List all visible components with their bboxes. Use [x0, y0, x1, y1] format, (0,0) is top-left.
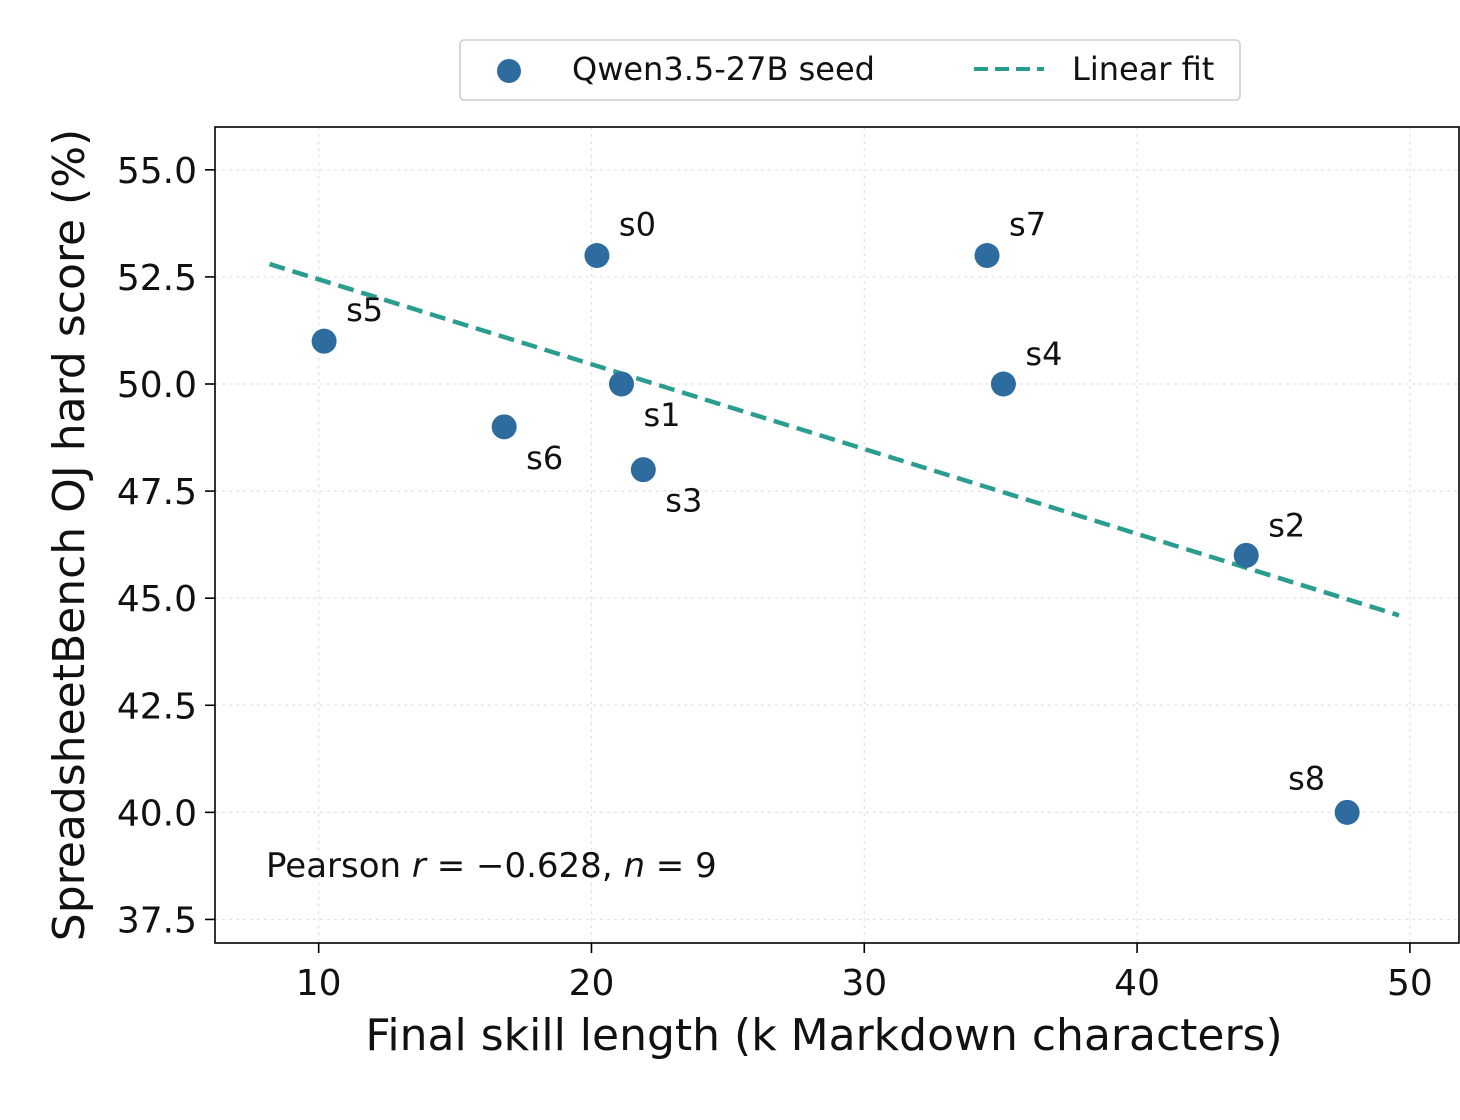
x-tick-label: 20: [569, 963, 615, 1004]
pearson-annotation: Pearson r = −0.628, n = 9: [266, 846, 717, 886]
y-tick-label: 42.5: [117, 686, 197, 727]
y-tick-label: 40.0: [117, 793, 197, 834]
x-tick-label: 30: [841, 963, 887, 1004]
y-tick-label: 47.5: [117, 472, 197, 513]
data-point-s7: [974, 243, 1000, 269]
x-tick-label: 40: [1114, 963, 1160, 1004]
fit-line-layer: [268, 261, 1400, 618]
y-tick-label: 45.0: [117, 579, 197, 620]
point-label-s7: s7: [1009, 206, 1046, 244]
x-axis-title: Final skill length (k Markdown character…: [365, 1010, 1282, 1061]
point-label-s2: s2: [1268, 506, 1305, 544]
point-label-s1: s1: [643, 396, 680, 434]
plot-frame: [214, 126, 1460, 944]
annotation-prefix: Pearson: [266, 846, 412, 886]
point-label-s0: s0: [619, 206, 656, 244]
annotation-n-value: = 9: [645, 846, 717, 886]
point-labels: s0 s1 s2 s3 s4 s5 s6 s7 s8: [346, 206, 1325, 798]
data-point-s4: [990, 371, 1016, 397]
x-tick-label: 10: [296, 963, 342, 1004]
data-point-s0: [584, 243, 610, 269]
data-point-s6: [491, 414, 517, 440]
y-tick-label: 52.5: [117, 258, 197, 299]
y-tick-label: 50.0: [117, 365, 197, 406]
legend-label-scatter: Qwen3.5-27B seed: [572, 50, 875, 88]
point-label-s4: s4: [1025, 335, 1062, 373]
axis-ticks: 10 20 30 40 50 37.5 40.0 42.5 45.0 47.5 50.0 52.5 55…: [117, 151, 1433, 1004]
annotation-n-symbol: n: [623, 846, 645, 886]
point-label-s6: s6: [526, 439, 563, 477]
annotation-r-symbol: r: [412, 846, 428, 886]
data-point-s8: [1334, 799, 1360, 825]
point-label-s3: s3: [665, 482, 702, 520]
y-tick-label: 37.5: [117, 900, 197, 941]
annotation-r-value: = −0.628,: [426, 846, 624, 886]
data-point-s5: [311, 328, 337, 354]
legend-box: [459, 39, 1241, 101]
point-label-s8: s8: [1288, 759, 1325, 797]
x-tick-label: 50: [1387, 963, 1433, 1004]
data-point-s1: [608, 371, 634, 397]
y-tick-label: 55.0: [117, 151, 197, 192]
legend-label-line: Linear fit: [1072, 50, 1214, 88]
y-axis-title: SpreadsheetBench OJ hard score (%): [44, 129, 95, 941]
data-point-s3: [630, 457, 656, 483]
legend: Qwen3.5-27B seed Linear fit: [459, 39, 1241, 101]
data-points: [311, 243, 1360, 825]
legend-marker-scatter: [497, 59, 521, 83]
data-point-s2: [1233, 542, 1259, 568]
point-label-s5: s5: [346, 291, 383, 329]
linear-fit-line: [268, 261, 1400, 618]
